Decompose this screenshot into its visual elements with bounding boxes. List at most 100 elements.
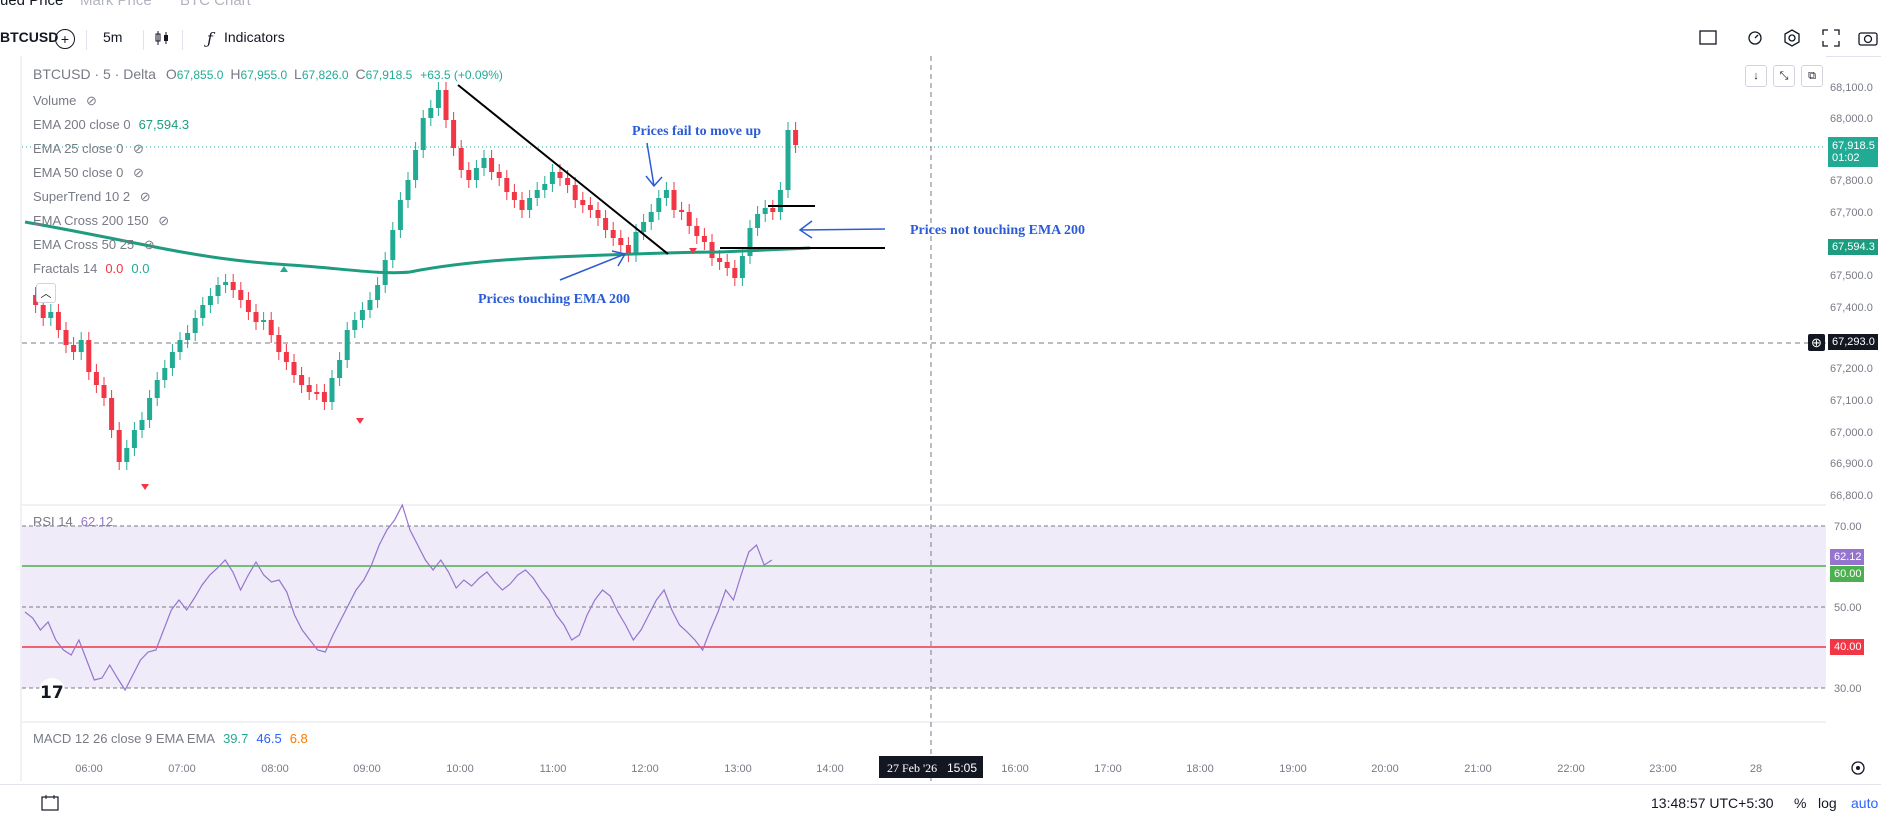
- candle-body: [739, 256, 745, 278]
- compare-add-icon[interactable]: +: [55, 29, 75, 49]
- crosshair-add-icon[interactable]: ⊕: [1808, 334, 1825, 351]
- candle-body: [534, 190, 540, 198]
- candle-body: [359, 310, 365, 320]
- time-axis-label: 18:00: [1186, 763, 1214, 775]
- emacross1-label: EMA Cross 200 150: [33, 213, 149, 228]
- interval-button[interactable]: 5m: [103, 29, 123, 45]
- layout-icon[interactable]: [1699, 29, 1717, 47]
- candle-body: [154, 380, 160, 398]
- legend-macd[interactable]: MACD 12 26 close 9 EMA EMA 39.7 46.5 6.8: [33, 731, 308, 746]
- annotation-arrow-fail: [645, 142, 663, 188]
- eye-hidden-icon[interactable]: ⊘: [132, 141, 144, 156]
- price-axis-labels: 68,100.0 68,000.0 67,800.0 67,700.0 67,500.0…: [1830, 82, 1873, 695]
- eye-hidden-icon[interactable]: ⊘: [143, 237, 155, 252]
- candle-body: [397, 200, 403, 230]
- indicators-button[interactable]: Indicators: [224, 29, 285, 45]
- candle-body: [78, 340, 84, 352]
- clock-timezone[interactable]: 13:48:57 UTC+5:30: [1651, 795, 1774, 811]
- svg-text:17: 17: [40, 683, 64, 703]
- candle-body: [732, 268, 738, 278]
- tab-ued-price[interactable]: ued Price: [0, 0, 64, 9]
- price-axis-label: 68,000.0: [1830, 113, 1873, 125]
- rsi-line: [24, 503, 773, 692]
- toolbar-divider: [182, 30, 183, 50]
- price-axis-label: 67,200.0: [1830, 363, 1873, 375]
- candle-body: [542, 184, 548, 190]
- fractals-label: Fractals 14: [33, 261, 98, 276]
- candle-body: [625, 245, 631, 254]
- legend-high-label: H: [230, 66, 241, 82]
- legend-supertrend[interactable]: SuperTrend 10 2 ⊘: [33, 189, 151, 205]
- candle-body: [139, 420, 145, 430]
- log-toggle[interactable]: log: [1818, 795, 1837, 811]
- macd-value-3: 6.8: [289, 731, 308, 746]
- pane-move-down-button[interactable]: ↓: [1745, 65, 1767, 87]
- candle-body: [428, 108, 434, 118]
- last-price-tag: 67,918.5 01:02: [1828, 137, 1878, 167]
- candle-body: [344, 330, 350, 360]
- tab-btc-chart[interactable]: BTC Chart: [180, 0, 251, 9]
- candle-body: [458, 148, 464, 170]
- candle-body: [337, 360, 343, 378]
- candle-body: [215, 285, 221, 296]
- candle-body: [162, 368, 168, 380]
- candle-body: [663, 190, 669, 198]
- legend-volume[interactable]: Volume ⊘: [33, 93, 97, 109]
- settings-gear-icon[interactable]: [1781, 27, 1803, 49]
- rsi-value-tag: 62.12: [1830, 549, 1864, 565]
- candle-body: [785, 130, 791, 190]
- screenshot-camera-icon[interactable]: [1857, 27, 1879, 49]
- time-axis[interactable]: 06:00 07:00 08:00 09:00 10:00 11:00 12:00 13:00…: [75, 763, 1762, 775]
- legend-emacross-50-25[interactable]: EMA Cross 50 25 ⊘: [33, 237, 155, 253]
- eye-hidden-icon[interactable]: ⊘: [139, 189, 151, 204]
- eye-hidden-icon[interactable]: ⊘: [86, 93, 97, 108]
- candle-body: [169, 352, 175, 368]
- timeaxis-settings-icon[interactable]: [1851, 761, 1865, 775]
- percent-toggle[interactable]: %: [1794, 795, 1807, 811]
- pane-maximize-button[interactable]: ⧉: [1801, 65, 1823, 87]
- candle-body: [147, 398, 153, 420]
- indicators-fx-icon[interactable]: ƒ: [207, 28, 213, 48]
- price-axis-label: 67,800.0: [1830, 175, 1873, 187]
- eye-hidden-icon[interactable]: ⊘: [158, 213, 170, 228]
- legend-emacross-200-150[interactable]: EMA Cross 200 150 ⊘: [33, 213, 169, 229]
- pane-collapse-button[interactable]: ⤡: [1773, 65, 1795, 87]
- candle-body: [641, 222, 647, 232]
- trendline-drawing[interactable]: [457, 84, 669, 255]
- rsi-axis-label: 30.00: [1834, 683, 1862, 695]
- candle-body: [367, 300, 373, 310]
- crosshair-price-tag: 67,293.0: [1828, 334, 1878, 350]
- fractal-down-marker: [689, 248, 697, 254]
- eye-hidden-icon[interactable]: ⊘: [132, 165, 144, 180]
- collapse-legend-button[interactable]: ︿: [36, 283, 56, 303]
- candle-body: [595, 210, 601, 218]
- price-chart-canvas[interactable]: Prices fail to move up Prices not touchi…: [0, 56, 1881, 781]
- bottom-status-bar: 13:48:57 UTC+5:30 % log auto: [0, 784, 1881, 822]
- auto-toggle[interactable]: auto: [1851, 795, 1879, 811]
- candle-body: [587, 205, 593, 210]
- date-range-icon[interactable]: [40, 794, 60, 812]
- legend-ema200[interactable]: EMA 200 close 0 67,594.3: [33, 117, 189, 132]
- candle-body: [177, 340, 183, 352]
- legend-ema25[interactable]: EMA 25 close 0 ⊘: [33, 141, 144, 157]
- annotation-arrow-not-touching: [798, 220, 886, 239]
- annotation-arrow-touching: [559, 250, 627, 281]
- price-axis-label: 66,800.0: [1830, 490, 1873, 502]
- legend-rsi[interactable]: RSI 14 62.12: [33, 514, 113, 529]
- price-axis-label: 67,400.0: [1830, 302, 1873, 314]
- candle-body: [701, 236, 707, 242]
- annotation-touching-text: Prices touching EMA 200: [478, 292, 630, 307]
- symbol-search-button[interactable]: BTCUSD: [0, 29, 59, 45]
- fullscreen-icon[interactable]: [1820, 27, 1842, 49]
- alert-icon[interactable]: [1745, 27, 1767, 49]
- candle-body: [200, 305, 206, 318]
- ema-200-line: [24, 220, 811, 275]
- legend-ema50[interactable]: EMA 50 close 0 ⊘: [33, 165, 144, 181]
- candles-type-icon[interactable]: [152, 28, 172, 48]
- price-axis[interactable]: 68,100.0 68,000.0 67,800.0 67,700.0 67,500.0…: [1826, 56, 1881, 776]
- legend-symbol[interactable]: BTCUSD · 5 · Delta: [33, 66, 156, 82]
- legend-fractals[interactable]: Fractals 14 0.0 0.0: [33, 261, 149, 276]
- time-axis-label: 06:00: [75, 763, 103, 775]
- tab-mark-price[interactable]: Mark Price: [80, 0, 152, 9]
- price-axis-label: 66,900.0: [1830, 458, 1873, 470]
